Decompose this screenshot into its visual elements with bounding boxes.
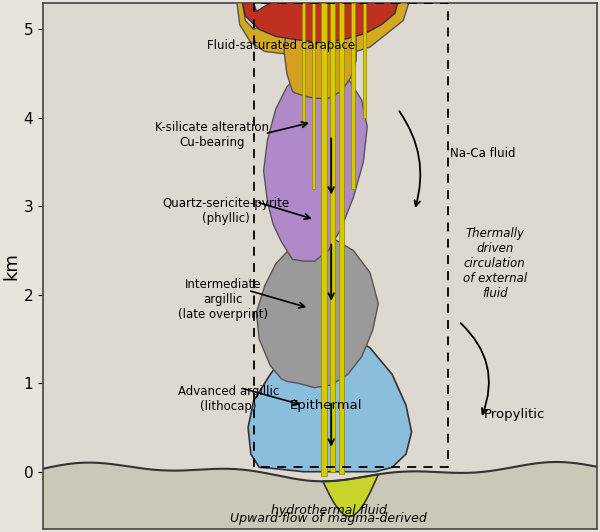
Polygon shape (256, 237, 379, 388)
Text: Propylitic: Propylitic (484, 408, 545, 421)
Text: Thermally
driven
circulation
of external
fluid: Thermally driven circulation of external… (463, 227, 527, 300)
Polygon shape (237, 3, 409, 56)
Text: Fluid-saturated carapace: Fluid-saturated carapace (207, 39, 355, 52)
Polygon shape (321, 3, 327, 476)
Text: Intermediate
argillic
(late overprint): Intermediate argillic (late overprint) (178, 278, 268, 321)
Polygon shape (248, 330, 412, 472)
Text: Na-Ca fluid: Na-Ca fluid (451, 147, 516, 160)
Polygon shape (242, 3, 398, 43)
Text: Quartz-sericite-pyrite
(phyllic): Quartz-sericite-pyrite (phyllic) (163, 197, 289, 225)
Text: K-silicate alteration
Cu-bearing: K-silicate alteration Cu-bearing (155, 121, 269, 149)
Text: Upward flow of magma-derived: Upward flow of magma-derived (230, 512, 427, 525)
Polygon shape (263, 69, 367, 261)
Polygon shape (311, 3, 316, 188)
Y-axis label: km: km (3, 252, 21, 280)
Polygon shape (330, 3, 335, 472)
Polygon shape (363, 3, 366, 118)
Polygon shape (302, 3, 305, 127)
Text: Epithermal: Epithermal (289, 399, 362, 412)
Polygon shape (43, 462, 597, 529)
Text: hydrothermal fluid: hydrothermal fluid (271, 504, 386, 517)
Text: Advanced argillic
(lithocap): Advanced argillic (lithocap) (178, 385, 280, 413)
Polygon shape (338, 3, 344, 475)
Polygon shape (352, 3, 355, 188)
Polygon shape (284, 7, 356, 98)
Polygon shape (323, 475, 379, 516)
